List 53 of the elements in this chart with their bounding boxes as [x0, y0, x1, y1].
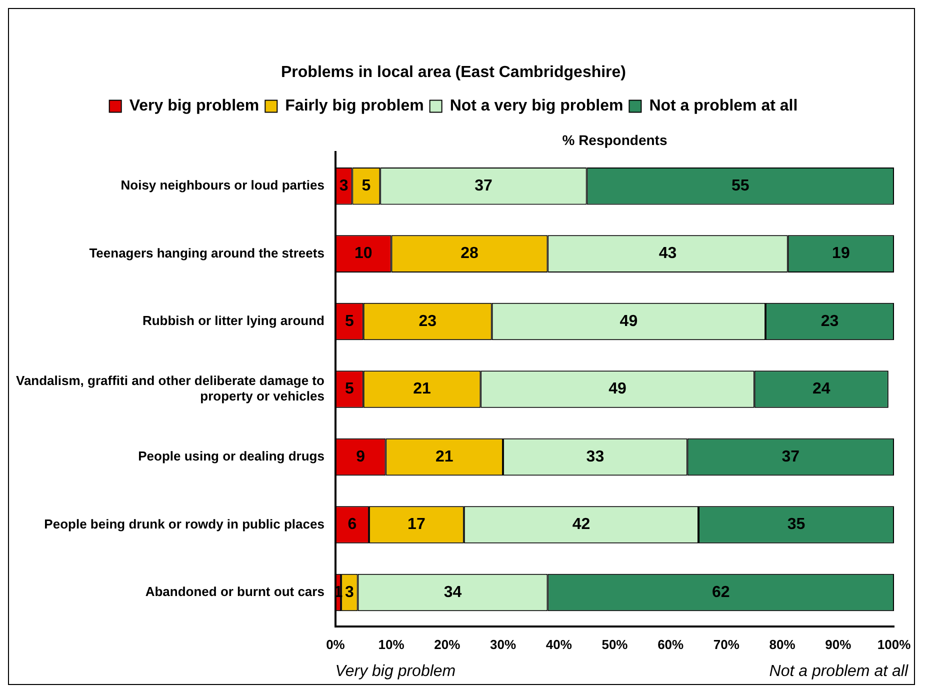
- chart-title: Problems in local area (East Cambridgeshire): [280, 64, 626, 82]
- x-tick-label: 10%: [378, 636, 405, 652]
- data-label: 42: [572, 516, 590, 534]
- y-tick-label: People being drunk or rowdy in public places: [44, 516, 324, 532]
- data-label: 55: [732, 177, 750, 194]
- x-tick-label: 70%: [713, 636, 740, 652]
- data-label: 3: [339, 177, 348, 194]
- data-label: 33: [586, 448, 604, 466]
- x-tick-label: 50%: [602, 636, 628, 652]
- legend-label: Fairly big problem: [285, 98, 424, 115]
- text: Not a problem at all: [769, 663, 908, 680]
- data-label: 62: [712, 584, 730, 601]
- text: Very big problem: [335, 663, 456, 680]
- data-label: 17: [408, 516, 426, 534]
- x-tick-label: 40%: [546, 636, 572, 652]
- data-label: 5: [362, 177, 371, 194]
- data-label: 10: [354, 245, 372, 262]
- data-label: 37: [474, 177, 492, 194]
- x-tick-label: 30%: [490, 636, 516, 652]
- legend-label: Not a problem at all: [649, 98, 798, 115]
- data-label: 19: [832, 245, 850, 262]
- data-label: 9: [356, 448, 366, 466]
- x-axis-title: % Respondents: [562, 132, 668, 148]
- data-label: 5: [344, 380, 354, 398]
- data-label: 6: [348, 516, 357, 534]
- y-tick-label: Vandalism, graffiti and other deliberate damage to property or vehicles: [16, 373, 325, 404]
- y-tick-label: Abandoned or burnt out cars: [145, 584, 324, 600]
- x-tick-label: 100%: [877, 636, 912, 652]
- legend-label: Very big problem: [129, 98, 260, 115]
- data-label: 21: [435, 448, 454, 466]
- data-label: 24: [812, 380, 830, 398]
- data-label: 37: [782, 448, 800, 466]
- y-tick-label: Teenagers hanging around the streets: [89, 245, 324, 260]
- data-label: 49: [608, 380, 627, 398]
- data-label: 34: [444, 584, 462, 601]
- data-label: 21: [413, 380, 432, 398]
- y-tick-label: People using or dealing drugs: [138, 448, 324, 464]
- x-tick-label: 20%: [434, 636, 461, 652]
- data-label: 3: [344, 584, 354, 601]
- data-label: 28: [460, 245, 479, 262]
- y-tick-label: Rubbish or litter lying around: [142, 313, 325, 328]
- data-label: 23: [820, 312, 839, 330]
- data-label: 49: [620, 312, 638, 330]
- x-tick-label: 90%: [825, 636, 852, 652]
- x-tick-label: 80%: [769, 636, 796, 652]
- data-label: 43: [658, 245, 677, 262]
- data-label: 35: [787, 516, 806, 534]
- x-tick-label: 0%: [326, 636, 346, 652]
- y-tick-label: Noisy neighbours or loud parties: [120, 178, 324, 193]
- data-label: 23: [418, 312, 437, 330]
- x-tick-label: 60%: [658, 636, 684, 652]
- legend-label: Not a very big problem: [450, 98, 624, 115]
- data-label: 5: [344, 312, 354, 330]
